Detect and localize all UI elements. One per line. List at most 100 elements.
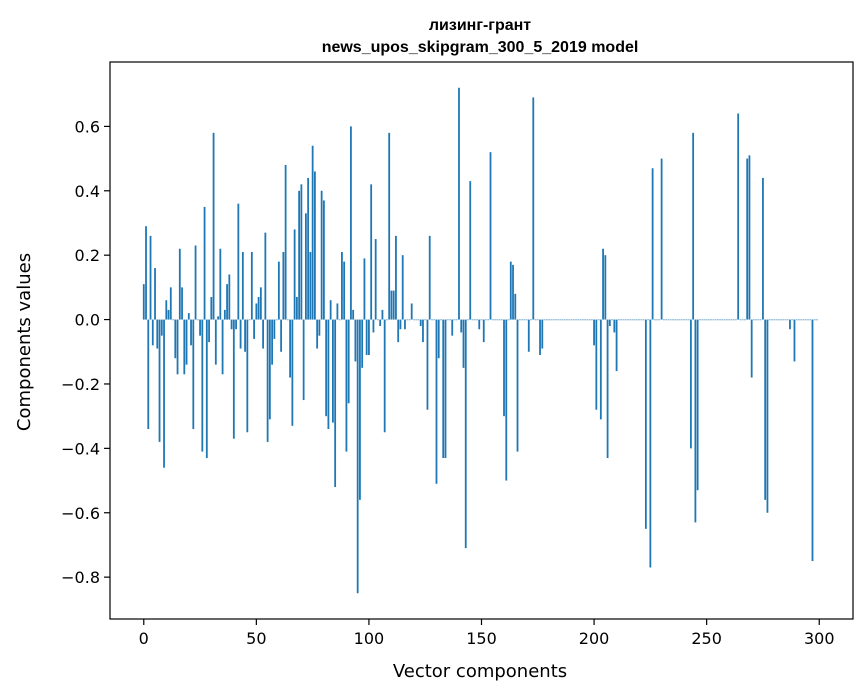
bar-3 xyxy=(149,235,152,320)
bar-114 xyxy=(399,319,402,330)
bar-23 xyxy=(194,245,197,320)
bar-117 xyxy=(406,319,409,321)
bar-86 xyxy=(336,303,339,320)
bar-93 xyxy=(352,309,355,320)
bar-163 xyxy=(509,261,512,320)
bar-123 xyxy=(419,319,422,327)
bar-192 xyxy=(575,319,577,321)
bar-59 xyxy=(275,319,278,321)
bar-45 xyxy=(244,319,246,352)
bar-26 xyxy=(201,319,204,452)
bar-299 xyxy=(816,319,818,321)
bar-226 xyxy=(651,168,654,320)
bar-294 xyxy=(804,319,807,321)
bar-268 xyxy=(746,158,749,320)
bar-137 xyxy=(451,319,454,336)
bar-61 xyxy=(280,319,283,352)
bar-40 xyxy=(232,319,235,439)
bar-147 xyxy=(473,319,476,321)
bar-88 xyxy=(341,251,343,320)
bar-42 xyxy=(237,203,240,320)
bar-19 xyxy=(185,319,188,365)
bar-73 xyxy=(307,177,310,320)
bar-62 xyxy=(282,251,285,320)
bar-242 xyxy=(687,319,690,321)
bar-145 xyxy=(469,181,472,320)
bar-108 xyxy=(386,319,388,321)
bar-103 xyxy=(374,239,377,320)
bar-152 xyxy=(485,319,487,321)
bar-264 xyxy=(737,113,740,320)
bar-196 xyxy=(584,319,586,321)
bar-213 xyxy=(622,319,625,321)
bar-154 xyxy=(489,152,492,320)
bar-274 xyxy=(759,319,762,321)
bar-219 xyxy=(635,319,638,321)
bar-169 xyxy=(523,319,526,321)
bar-95 xyxy=(356,319,359,594)
bar-131 xyxy=(437,319,440,359)
bar-250 xyxy=(705,319,708,321)
bar-72 xyxy=(304,213,307,320)
bar-262 xyxy=(732,319,735,321)
bar-129 xyxy=(433,319,436,321)
y-tick-label: −0.6 xyxy=(61,504,100,523)
bar-165 xyxy=(514,293,517,320)
bar-38 xyxy=(228,274,231,320)
bar-36 xyxy=(223,309,226,320)
bar-239 xyxy=(680,319,683,321)
bar-17 xyxy=(181,287,183,320)
bar-280 xyxy=(773,319,776,321)
bar-135 xyxy=(446,319,449,321)
bar-279 xyxy=(771,319,773,321)
y-tick-label: −0.2 xyxy=(61,375,100,394)
bar-104 xyxy=(377,319,379,321)
chart-title-line1: лизинг-грант xyxy=(429,17,531,34)
bar-278 xyxy=(768,319,771,321)
bar-271 xyxy=(753,319,755,321)
bar-132 xyxy=(440,319,442,321)
bar-201 xyxy=(595,319,598,410)
bar-99 xyxy=(365,319,368,355)
bar-67 xyxy=(293,229,296,320)
bar-52 xyxy=(259,287,262,320)
bar-94 xyxy=(354,319,357,362)
bar-291 xyxy=(798,319,800,321)
bar-236 xyxy=(674,319,677,321)
bar-175 xyxy=(536,319,539,321)
bar-233 xyxy=(667,319,670,321)
bar-297 xyxy=(811,319,814,562)
bar-261 xyxy=(730,319,733,321)
x-axis-label: Vector components xyxy=(393,661,567,682)
bar-124 xyxy=(422,319,424,343)
bar-7 xyxy=(158,319,161,442)
bar-109 xyxy=(388,132,391,320)
bar-5 xyxy=(154,268,156,320)
bar-6 xyxy=(156,319,159,349)
bar-180 xyxy=(548,319,550,321)
bar-241 xyxy=(685,319,688,321)
bar-183 xyxy=(554,319,557,321)
bar-84 xyxy=(332,319,334,423)
bar-74 xyxy=(309,251,312,320)
bar-115 xyxy=(401,255,404,320)
bar-68 xyxy=(295,297,298,320)
bar-44 xyxy=(241,251,244,320)
bar-153 xyxy=(487,319,490,321)
bar-57 xyxy=(271,319,274,365)
bar-231 xyxy=(662,319,665,321)
bar-15 xyxy=(176,319,179,375)
bar-119 xyxy=(410,303,413,320)
bar-83 xyxy=(329,300,332,320)
bar-259 xyxy=(726,319,728,321)
bar-254 xyxy=(714,319,717,321)
bar-10 xyxy=(165,300,168,320)
bar-29 xyxy=(208,319,210,343)
bar-49 xyxy=(253,319,255,339)
bar-111 xyxy=(392,290,395,320)
bar-251 xyxy=(708,319,710,321)
bar-143 xyxy=(464,319,467,549)
bar-31 xyxy=(212,132,215,320)
bar-216 xyxy=(629,319,631,321)
bar-65 xyxy=(289,319,292,378)
